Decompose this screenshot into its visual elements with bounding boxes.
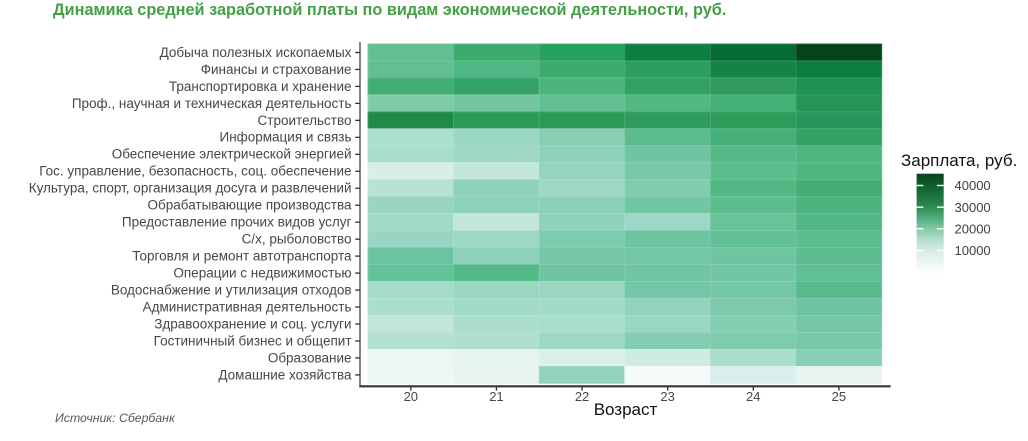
svg-text:20000: 20000 (955, 221, 991, 236)
svg-text:Обрабатывающие производства: Обрабатывающие производства (148, 198, 352, 213)
svg-text:Домашние хозяйства: Домашние хозяйства (218, 367, 352, 382)
svg-text:Зарплата, руб.: Зарплата, руб. (901, 151, 1017, 170)
svg-text:Операции с недвижимостью: Операции с недвижимостью (173, 265, 351, 280)
svg-text:23: 23 (660, 389, 674, 404)
svg-text:Гос. управление, безопасность,: Гос. управление, безопасность, соц. обес… (39, 164, 351, 179)
svg-text:30000: 30000 (955, 200, 991, 215)
svg-text:24: 24 (746, 389, 760, 404)
svg-text:Здравоохранение и соц. услуги: Здравоохранение и соц. услуги (154, 316, 351, 331)
svg-text:25: 25 (832, 389, 846, 404)
svg-text:Информация и связь: Информация и связь (219, 130, 351, 145)
svg-text:Гостиничный бизнес и общепит: Гостиничный бизнес и общепит (154, 333, 352, 348)
svg-text:Финансы и страхование: Финансы и страхование (201, 62, 352, 77)
svg-text:Строительство: Строительство (258, 113, 352, 128)
svg-text:21: 21 (489, 389, 503, 404)
svg-text:40000: 40000 (955, 178, 991, 193)
svg-text:Динамика средней заработной пл: Динамика средней заработной платы по вид… (53, 1, 726, 19)
svg-text:22: 22 (575, 389, 589, 404)
svg-text:Источник: Сбербанк: Источник: Сбербанк (55, 411, 176, 425)
svg-text:Административная деятельность: Административная деятельность (143, 299, 352, 314)
svg-text:Добыча полезных ископаемых: Добыча полезных ископаемых (160, 45, 352, 60)
svg-text:20: 20 (404, 389, 418, 404)
svg-text:Предоставление прочих видов ус: Предоставление прочих видов услуг (122, 215, 352, 230)
svg-text:Водоснабжение и утилизация отх: Водоснабжение и утилизация отходов (111, 282, 352, 297)
svg-text:10000: 10000 (955, 243, 991, 258)
svg-text:Образование: Образование (268, 350, 352, 365)
svg-text:Культура, спорт, организация д: Культура, спорт, организация досуга и ра… (29, 181, 352, 196)
svg-text:Транспортировка и хранение: Транспортировка и хранение (169, 79, 352, 94)
svg-text:Обеспечение электрической энер: Обеспечение электрической энергией (112, 147, 352, 162)
svg-text:Проф., научная и техническая д: Проф., научная и техническая деятельност… (72, 96, 352, 111)
svg-text:С/х, рыболовство: С/х, рыболовство (242, 232, 352, 247)
svg-text:Торговля и ремонт автотранспор: Торговля и ремонт автотранспорта (132, 249, 352, 264)
svg-text:Возраст: Возраст (594, 400, 658, 419)
